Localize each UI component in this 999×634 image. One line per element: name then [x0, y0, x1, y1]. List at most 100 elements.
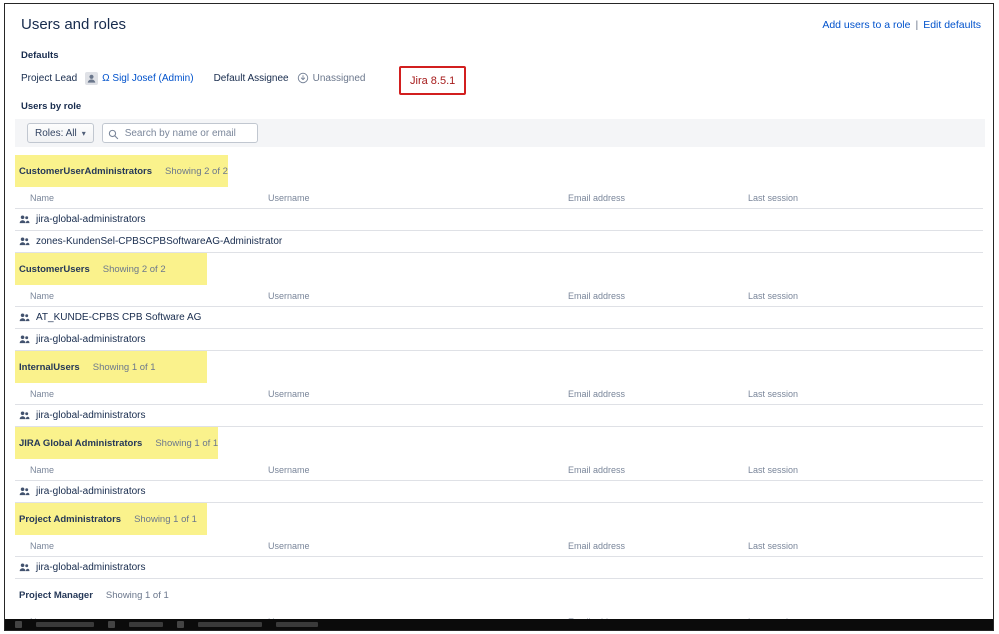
role-showing-count: Showing 2 of 2 [165, 165, 228, 177]
taskbar-icon [108, 621, 115, 628]
group-name: AT_KUNDE-CPBS CPB Software AG [36, 312, 202, 323]
group-name: jira-global-administrators [36, 334, 146, 345]
page-header: Users and roles Add users to a role | Edit… [15, 16, 985, 33]
taskbar-icon [177, 621, 184, 628]
role-sections: CustomerUserAdministrators Showing 2 of … [15, 155, 985, 630]
role-header: Project Manager Showing 1 of 1 [15, 579, 207, 611]
group-icon [19, 486, 30, 497]
group-icon [19, 410, 30, 421]
page-title: Users and roles [21, 16, 127, 33]
users-and-roles-page: Users and roles Add users to a role | Edit… [5, 4, 993, 630]
table-row: jira-global-administrators [15, 209, 983, 231]
role-name: Project Administrators [19, 513, 122, 525]
role-header-highlighted: JIRA Global Administrators Showing 1 of … [15, 427, 219, 459]
role-showing-count: Showing 1 of 1 [105, 589, 169, 601]
table-header-row: Name Username Email address Last session [15, 285, 983, 307]
table-header-row: Name Username Email address Last session [15, 459, 983, 481]
table-row: zones-KundenSel-CPBSCPBSoftwareAG-Admini… [15, 231, 983, 253]
group-icon [19, 334, 30, 345]
group-name: jira-global-administrators [36, 214, 146, 225]
group-icon [19, 214, 30, 225]
group-name: jira-global-administrators [36, 410, 146, 421]
roles-filter-dropdown[interactable]: Roles: All ▾ [27, 123, 94, 143]
group-name: zones-KundenSel-CPBSCPBSoftwareAG-Admini… [36, 236, 283, 247]
search-field-wrap [101, 123, 258, 145]
default-assignee-label: Default Assignee [213, 72, 289, 84]
role-section-project-administrators: Project Administrators Showing 1 of 1 Na… [15, 503, 983, 579]
role-section-internal-users: InternalUsers Showing 1 of 1 Name Userna… [15, 351, 983, 427]
column-header-last-session: Last session [748, 464, 799, 475]
column-header-username: Username [268, 540, 310, 551]
edit-defaults-link[interactable]: Edit defaults [923, 19, 981, 31]
table-row: AT_KUNDE-CPBS CPB Software AG [15, 307, 983, 329]
role-showing-count: Showing 1 of 1 [155, 437, 219, 449]
column-header-name: Name [30, 540, 55, 551]
column-header-last-session: Last session [748, 192, 799, 203]
column-header-last-session: Last session [748, 388, 799, 399]
group-name: jira-global-administrators [36, 486, 146, 497]
taskbar-item [36, 622, 94, 627]
column-header-name: Name [30, 192, 55, 203]
column-header-username: Username [268, 388, 310, 399]
defaults-row: Project Lead Ω Sigl Josef (Admin) Defaul… [15, 70, 985, 86]
project-lead-user-link[interactable]: Ω Sigl Josef (Admin) [102, 72, 194, 84]
role-section-jira-global-administrators: JIRA Global Administrators Showing 1 of … [15, 427, 983, 503]
column-header-username: Username [268, 464, 310, 475]
roles-filter-label: Roles: All [35, 127, 77, 139]
filter-toolbar: Roles: All ▾ [15, 119, 985, 147]
role-name: JIRA Global Administrators [19, 437, 143, 449]
column-header-last-session: Last session [748, 540, 799, 551]
column-header-last-session: Last session [748, 290, 799, 301]
table-row: jira-global-administrators [15, 329, 983, 351]
column-header-name: Name [30, 464, 55, 475]
role-header-highlighted: Project Administrators Showing 1 of 1 [15, 503, 207, 535]
table-row: jira-global-administrators [15, 481, 983, 503]
group-icon [19, 562, 30, 573]
column-header-name: Name [30, 388, 55, 399]
table-header-row: Name Username Email address Last session [15, 383, 983, 405]
project-lead-avatar-icon [85, 71, 99, 85]
users-by-role-heading: Users by role [21, 101, 82, 112]
column-header-email: Email address [568, 388, 626, 399]
table-row: jira-global-administrators [15, 405, 983, 427]
table-row: jira-global-administrators [15, 557, 983, 579]
column-header-email: Email address [568, 290, 626, 301]
taskbar-icon [15, 621, 22, 628]
search-input[interactable] [101, 123, 258, 144]
column-header-email: Email address [568, 540, 626, 551]
role-header-highlighted: CustomerUserAdministrators Showing 2 of … [15, 155, 228, 187]
version-annotation-text: Jira 8.5.1 [410, 75, 456, 87]
chevron-down-icon: ▾ [81, 128, 86, 138]
taskbar-item [198, 622, 262, 627]
column-header-email: Email address [568, 464, 626, 475]
header-actions: Add users to a role | Edit defaults [822, 19, 981, 31]
taskbar-strip [5, 619, 993, 630]
role-section-customer-user-administrators: CustomerUserAdministrators Showing 2 of … [15, 155, 983, 253]
search-icon [108, 127, 119, 145]
role-showing-count: Showing 1 of 1 [92, 361, 156, 373]
add-users-to-role-link[interactable]: Add users to a role [822, 19, 911, 31]
role-name: CustomerUserAdministrators [19, 165, 153, 177]
link-divider: | [915, 19, 919, 31]
role-header-highlighted: InternalUsers Showing 1 of 1 [15, 351, 207, 383]
column-header-username: Username [268, 192, 310, 203]
role-showing-count: Showing 2 of 2 [102, 263, 166, 275]
column-header-email: Email address [568, 192, 626, 203]
taskbar-item [129, 622, 163, 627]
default-assignee-value: Unassigned [312, 72, 366, 84]
screenshot-frame: Users and roles Add users to a role | Edit… [4, 3, 994, 631]
defaults-heading: Defaults [21, 50, 59, 61]
role-section-customer-users: CustomerUsers Showing 2 of 2 Name Userna… [15, 253, 983, 351]
role-name: CustomerUsers [19, 263, 90, 275]
group-icon [19, 236, 30, 247]
role-name: Project Manager [19, 589, 93, 601]
column-header-name: Name [30, 290, 55, 301]
column-header-username: Username [268, 290, 310, 301]
role-header-highlighted: CustomerUsers Showing 2 of 2 [15, 253, 207, 285]
project-lead-label: Project Lead [21, 72, 78, 84]
taskbar-item [276, 622, 318, 627]
version-annotation-box: Jira 8.5.1 [399, 66, 467, 95]
table-header-row: Name Username Email address Last session [15, 535, 983, 557]
role-showing-count: Showing 1 of 1 [134, 513, 197, 525]
table-header-row: Name Username Email address Last session [15, 187, 983, 209]
